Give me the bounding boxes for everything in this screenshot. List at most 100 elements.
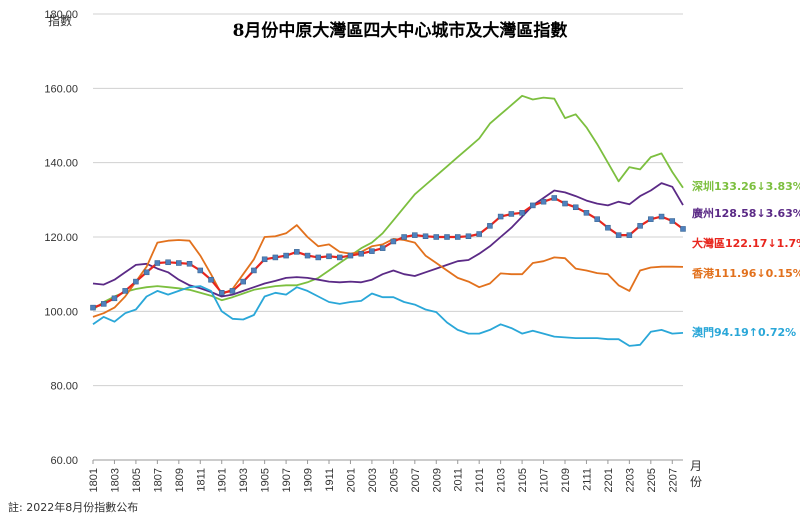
x-tick-label: 2203 xyxy=(624,468,636,492)
data-point-gba xyxy=(261,256,268,263)
data-point-gba xyxy=(583,210,590,216)
series-hk xyxy=(92,224,684,318)
x-tick-label: 1807 xyxy=(152,468,164,492)
x-tick-label: 1901 xyxy=(217,468,229,492)
data-point-gba xyxy=(508,211,515,217)
data-point-gba xyxy=(165,259,171,266)
data-point-gba xyxy=(154,260,161,266)
x-tick-label: 2009 xyxy=(431,468,443,492)
grid-lines xyxy=(93,13,683,461)
data-point-gba xyxy=(562,200,568,207)
data-point-gba xyxy=(433,234,440,240)
data-point-gba xyxy=(669,218,676,224)
end-label-hk: 香港111.96↓0.15% xyxy=(691,266,800,280)
x-tick-label: 1809 xyxy=(174,468,186,492)
data-point-gba xyxy=(294,249,300,255)
data-point-gba xyxy=(626,232,633,238)
x-tick-label: 2107 xyxy=(539,468,551,492)
data-point-gba xyxy=(454,234,461,240)
data-point-gba xyxy=(122,288,128,294)
x-tick-label: 1811 xyxy=(195,468,207,492)
x-tick-label: 2109 xyxy=(560,468,572,492)
y-tick-label: 180.00 xyxy=(44,9,78,21)
x-tick-label: 1801 xyxy=(88,468,100,492)
data-point-gba xyxy=(551,195,558,201)
x-tick-label: 1905 xyxy=(260,468,272,492)
y-tick-label: 100.00 xyxy=(44,306,78,318)
data-point-gba xyxy=(519,210,525,216)
data-point-gba xyxy=(540,198,547,205)
series-sz xyxy=(92,94,684,311)
x-tick-label: 2111 xyxy=(581,468,593,491)
data-point-gba xyxy=(530,202,536,209)
x-tick-label: 1903 xyxy=(238,468,250,492)
x-tick-label: 2001 xyxy=(345,468,357,492)
y-tick-label: 80.00 xyxy=(50,381,78,393)
x-tick-label: 2011 xyxy=(453,468,465,492)
series-layer xyxy=(90,94,686,347)
y-axis-ticks: 60.00 80.00 100.00 120.00 140.00 160.00 180.00 xyxy=(44,9,78,467)
series-gba xyxy=(90,195,686,311)
series-line-hk xyxy=(92,224,684,318)
data-point-gba xyxy=(133,278,139,285)
x-tick-label: 2003 xyxy=(367,468,379,492)
x-tick-label: 2103 xyxy=(496,468,508,492)
data-point-gba xyxy=(111,295,118,302)
data-point-gba xyxy=(390,238,397,245)
data-point-gba xyxy=(680,226,686,232)
x-tick-label: 2007 xyxy=(410,468,422,492)
series-gz xyxy=(92,182,684,298)
y-tick-label: 60.00 xyxy=(50,455,78,467)
data-point-gba xyxy=(605,224,611,231)
x-tick-label: 1803 xyxy=(109,468,121,492)
data-point-gba xyxy=(572,204,579,211)
series-mo xyxy=(92,285,684,347)
x-tick-label: 2105 xyxy=(517,468,529,492)
x-tick-label: 2201 xyxy=(603,468,615,492)
data-point-gba xyxy=(100,301,107,307)
x-tick-label: 1805 xyxy=(131,468,143,492)
data-point-gba xyxy=(240,278,246,285)
x-tick-label: 2207 xyxy=(667,468,679,492)
data-point-gba xyxy=(143,269,150,276)
end-labels: 深圳133.26↓3.83% 廣州128.58↓3.63% 大灣區122.17↓1.… xyxy=(691,179,800,339)
x-axis-label: 月份 xyxy=(690,459,702,489)
series-line-gz xyxy=(92,182,684,298)
data-point-gba xyxy=(197,267,204,274)
data-point-gba xyxy=(379,245,386,251)
data-point-gba xyxy=(283,252,289,259)
data-point-gba xyxy=(658,213,665,220)
end-label-gz: 廣州128.58↓3.63% xyxy=(692,206,800,220)
data-point-gba xyxy=(594,216,600,222)
series-line-mo xyxy=(92,285,684,347)
x-tick-label: 2005 xyxy=(388,468,400,492)
data-point-gba xyxy=(487,223,493,229)
chart-title: 8月份中原大灣區四大中心城市及大灣區指數 xyxy=(233,20,568,41)
end-label-sz: 深圳133.26↓3.83% xyxy=(692,179,800,193)
data-point-gba xyxy=(422,233,429,240)
data-point-gba xyxy=(315,254,322,261)
end-label-mo: 澳門94.19↑0.72% xyxy=(692,325,796,339)
data-point-gba xyxy=(208,276,214,283)
x-tick-label: 1907 xyxy=(281,468,293,492)
x-tick-label: 1909 xyxy=(303,468,315,492)
y-tick-label: 120.00 xyxy=(44,232,78,244)
end-label-gba: 大灣區122.17↓1.7% xyxy=(692,236,800,250)
data-point-gba xyxy=(304,252,311,259)
data-point-gba xyxy=(497,213,504,220)
x-axis-ticks: 1801 1803 1805 1807 1809 1811 1901 1903 1905 1907… xyxy=(88,460,679,492)
data-point-gba xyxy=(229,288,236,294)
data-point-gba xyxy=(615,232,622,238)
x-tick-label: 2205 xyxy=(646,468,658,492)
data-point-gba xyxy=(648,216,654,222)
data-point-gba xyxy=(476,231,482,237)
footnote: 註: 2022年8月份指數公布 xyxy=(8,500,138,514)
x-tick-label: 1911 xyxy=(324,468,336,492)
data-point-gba xyxy=(444,234,450,240)
data-point-gba xyxy=(412,232,418,238)
data-point-gba xyxy=(637,223,643,229)
y-tick-label: 140.00 xyxy=(44,158,78,170)
y-tick-label: 160.00 xyxy=(44,83,78,95)
data-point-gba xyxy=(186,261,193,267)
